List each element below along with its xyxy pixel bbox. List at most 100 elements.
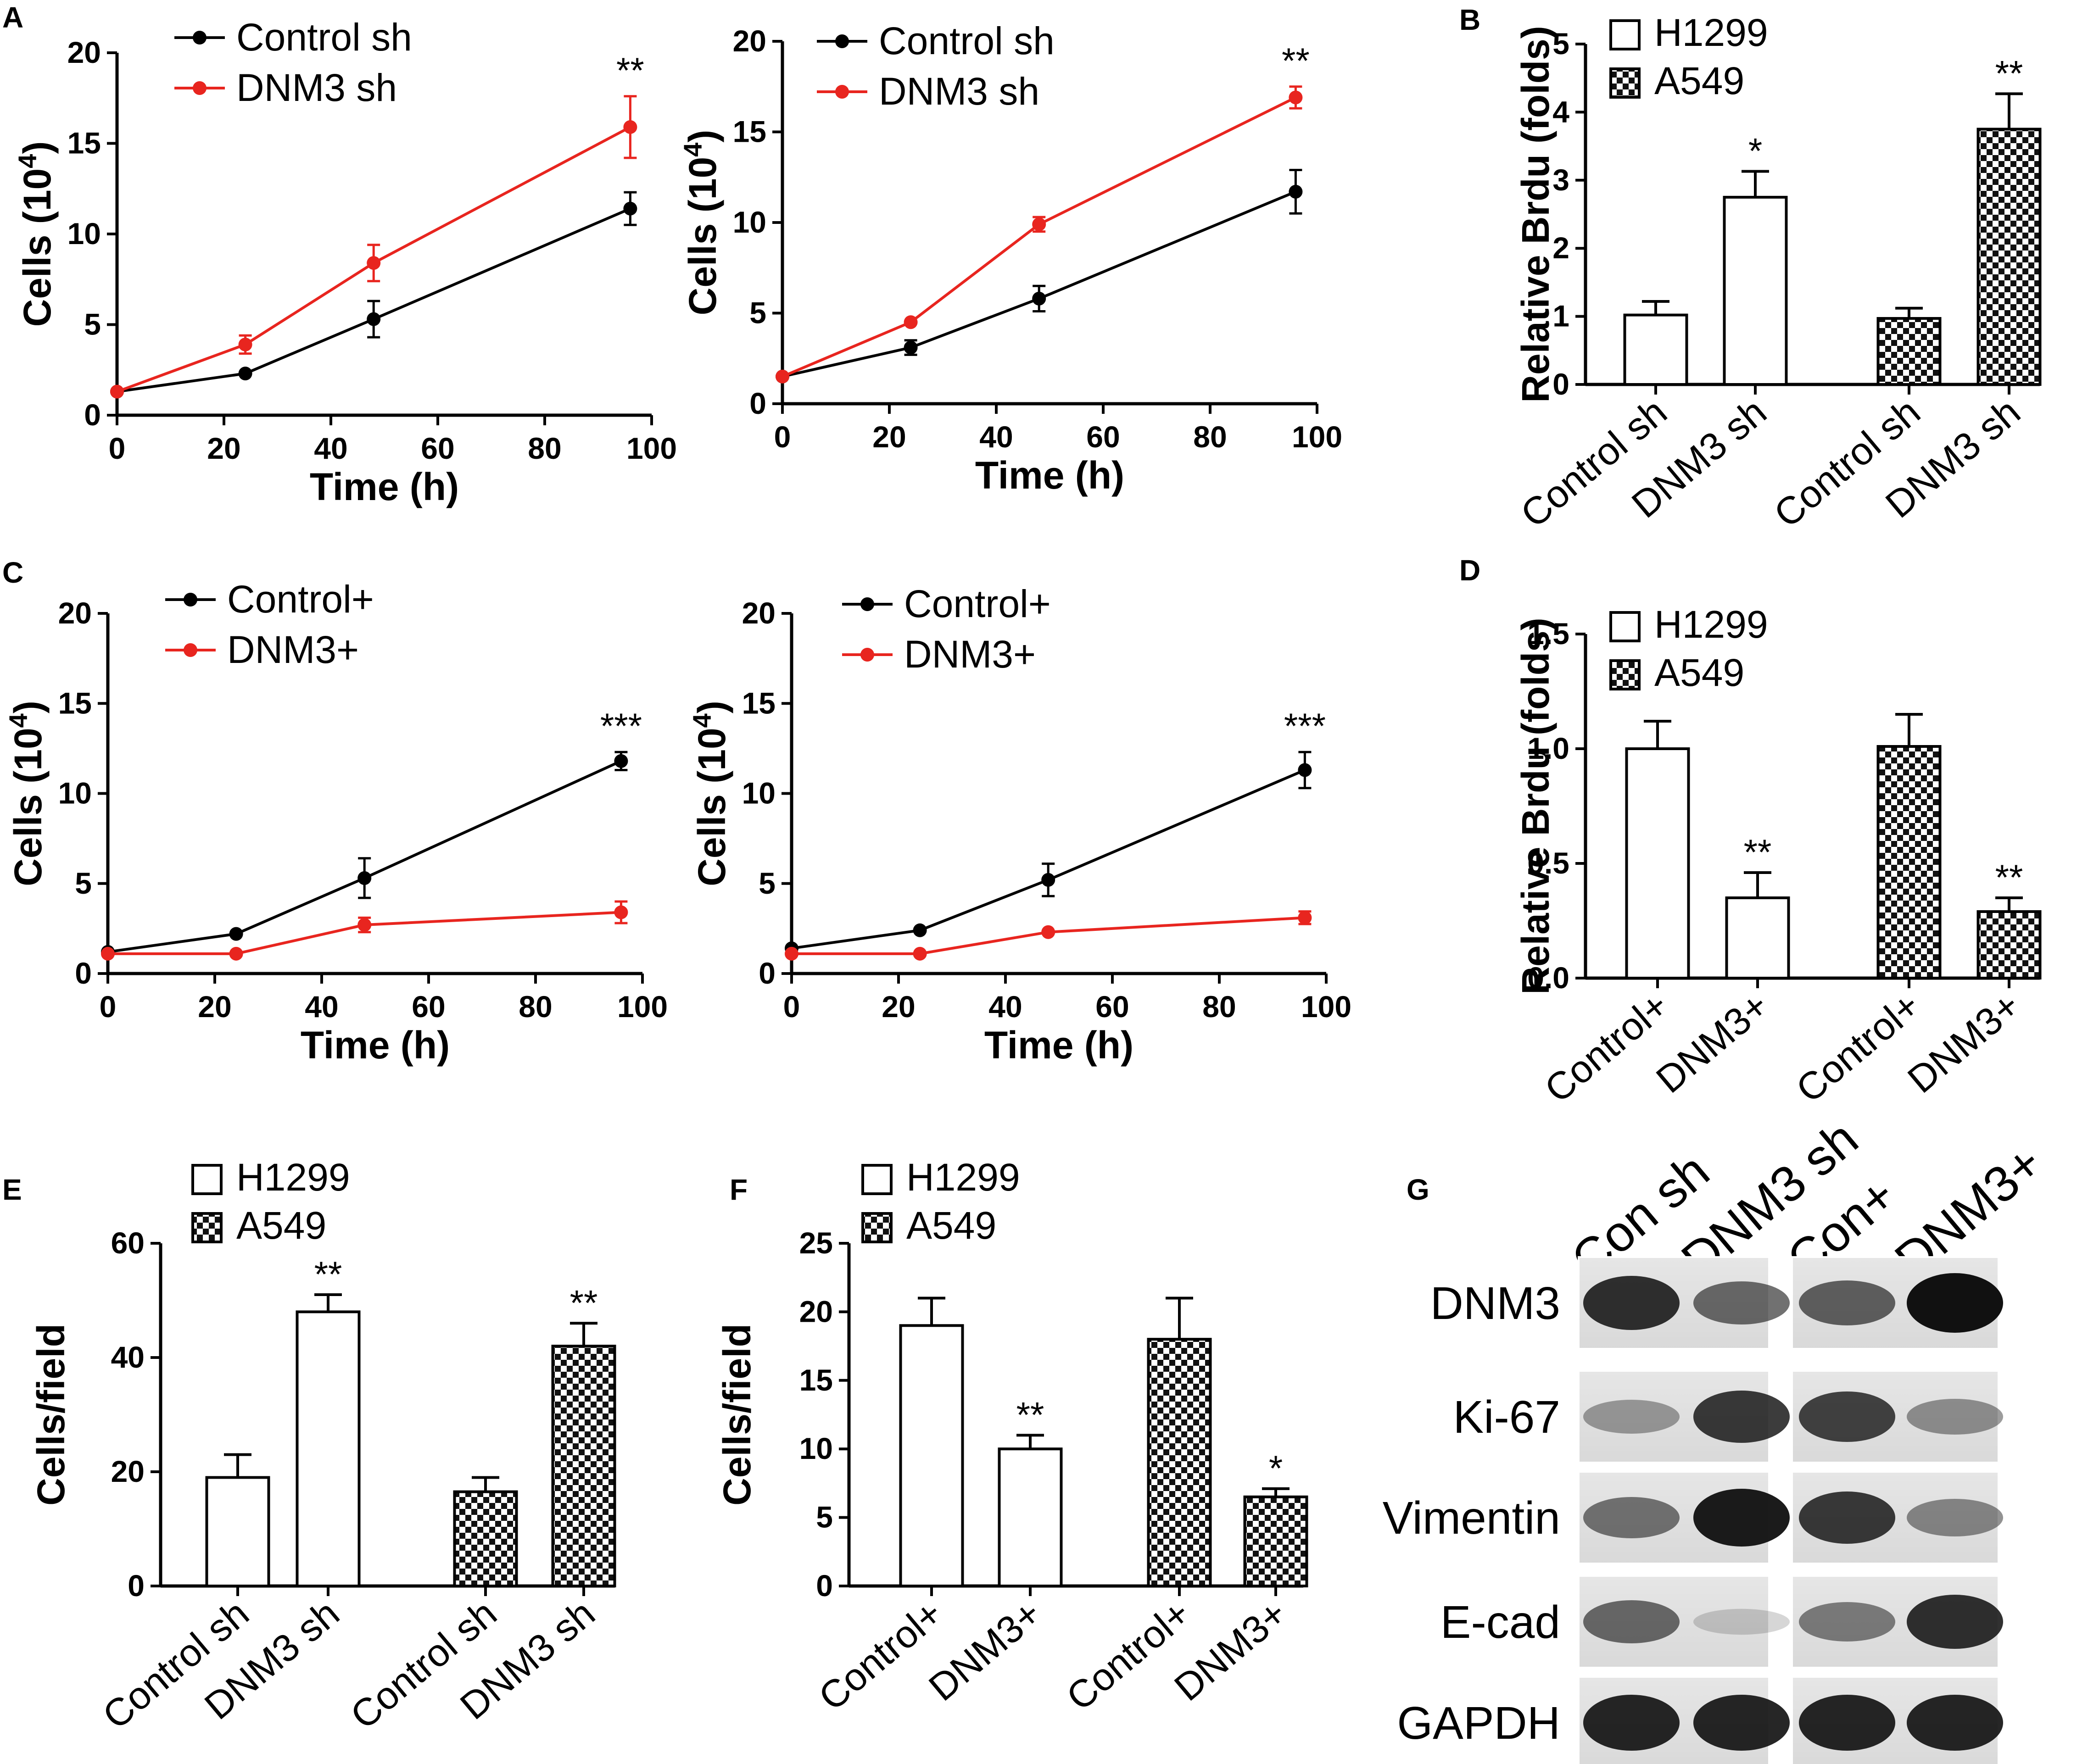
blot-band	[1583, 1497, 1680, 1538]
legend-marker	[184, 593, 197, 607]
blot-band	[1583, 1276, 1680, 1330]
bar	[296, 1310, 361, 1587]
y-tick-label: 1	[1552, 299, 1569, 333]
data-point	[357, 918, 372, 932]
bar	[453, 1490, 518, 1587]
x-category-label: Control+	[1058, 1591, 1198, 1719]
legend-swatch	[861, 1212, 893, 1243]
blot-band	[1799, 1391, 1895, 1442]
blot-band	[1693, 1489, 1790, 1547]
y-tick-label: 2	[1552, 231, 1569, 265]
series-line-treated	[116, 126, 631, 393]
x-category-label: Control+	[1536, 984, 1676, 1111]
x-tick-label: 100	[1292, 420, 1342, 454]
series-line-control	[782, 190, 1296, 378]
legend-label: A549	[236, 1204, 326, 1247]
x-category-label: DNM3+	[1899, 984, 2028, 1102]
legend-label: A549	[1654, 59, 1744, 102]
x-tick-label: 40	[979, 420, 1013, 454]
x-category-label: Control+	[810, 1591, 950, 1719]
chart-c-left: 0 20 40 60 80 100 0 5 10 15 20 Time (h) Cells (104) C…	[4, 578, 668, 1067]
y-tick-label: 15	[733, 115, 766, 149]
y-axis-label: Cells/field	[29, 1324, 73, 1506]
legend-label: DNM3+	[904, 633, 1036, 676]
legend-label: H1299	[906, 1156, 1020, 1199]
bar	[1625, 747, 1690, 979]
data-point	[1298, 911, 1312, 925]
y-tick-label: 10	[67, 217, 101, 250]
x-tick-label: 80	[1193, 420, 1227, 454]
blot-band	[1907, 1273, 2003, 1333]
x-tick-label: 100	[617, 990, 668, 1024]
legend-label: Control+	[904, 582, 1051, 625]
bar	[1147, 1338, 1212, 1587]
y-tick-label: 25	[799, 1226, 833, 1260]
significance-stars: ***	[1284, 706, 1326, 746]
x-tick-label: 60	[1086, 420, 1120, 454]
bar	[1243, 1495, 1308, 1588]
blot-band	[1799, 1280, 1895, 1325]
data-point	[238, 337, 252, 351]
legend-label: Control+	[227, 578, 374, 621]
y-tick-label: 10	[742, 776, 776, 810]
bar	[1876, 745, 1942, 979]
y-tick-label: 5	[75, 866, 92, 900]
y-tick-label: 0	[816, 1569, 833, 1603]
data-point	[1032, 291, 1046, 306]
significance-stars: **	[1995, 857, 2023, 897]
data-point	[357, 871, 372, 885]
legend-marker	[184, 643, 197, 657]
bar	[1723, 195, 1788, 386]
legend-label: A549	[1654, 651, 1744, 694]
bar	[1725, 896, 1790, 979]
y-tick-label: 5	[749, 296, 766, 330]
legend-swatch	[1609, 659, 1641, 690]
y-tick-label: 15	[799, 1363, 833, 1397]
y-tick-label: 20	[733, 24, 766, 58]
y-tick-label: 40	[111, 1340, 145, 1374]
x-tick-label: 0	[109, 431, 126, 465]
significance-stars: *	[1748, 131, 1762, 171]
x-tick-label: 20	[207, 431, 240, 465]
blot-band	[1907, 1695, 2003, 1751]
legend-marker	[860, 648, 874, 662]
y-tick-label: 1.0	[1527, 731, 1569, 765]
y-tick-label: 20	[67, 35, 101, 69]
panel-label-c: C	[2, 556, 23, 589]
x-tick-label: 100	[1301, 990, 1351, 1024]
blot-band	[1799, 1695, 1895, 1751]
blot-band	[1583, 1400, 1680, 1434]
y-tick-label: 0	[1552, 367, 1569, 401]
panel-label-f: F	[730, 1173, 748, 1206]
significance-stars: **	[1282, 40, 1310, 81]
y-tick-label: 0	[749, 386, 766, 420]
blot-band	[1799, 1491, 1895, 1544]
legend-marker	[835, 34, 849, 48]
x-tick-label: 80	[519, 990, 552, 1024]
blot-band	[1907, 1499, 2003, 1536]
y-tick-label: 0	[75, 956, 92, 990]
legend-swatch	[191, 1212, 223, 1243]
y-tick-label: 10	[799, 1431, 833, 1465]
blot-row-label: Ki-67	[1453, 1391, 1560, 1443]
blot-row-label: E-cad	[1440, 1597, 1560, 1648]
x-axis-label: Time (h)	[310, 465, 459, 508]
y-tick-label: 15	[67, 126, 101, 160]
x-tick-label: 80	[1202, 990, 1236, 1024]
x-category-label: Control+	[1788, 984, 1928, 1111]
y-tick-label: 0.0	[1527, 961, 1569, 995]
bar	[899, 1324, 964, 1587]
data-point	[101, 946, 115, 961]
y-axis-label: Cells/field	[715, 1324, 759, 1506]
blot-row-label: GAPDH	[1397, 1697, 1560, 1749]
chart-a-left: 0 20 40 60 80 100 0 5 10 15 20 Time (h) Cells (104) C…	[13, 16, 677, 508]
data-point	[785, 946, 798, 961]
chart-c-right: 0 20 40 60 80 100 0 5 10 15 20 Time (h) Cells (104) C…	[687, 582, 1352, 1067]
x-tick-label: 60	[1095, 990, 1129, 1024]
data-point	[110, 384, 124, 399]
panel-label-b: B	[1459, 3, 1480, 36]
y-tick-label: 3	[1552, 163, 1569, 197]
significance-stars: **	[1995, 53, 2023, 93]
